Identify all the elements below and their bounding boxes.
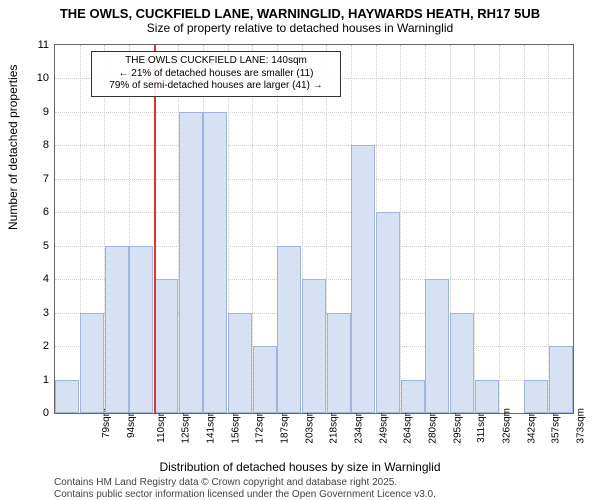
reference-line	[154, 45, 156, 413]
histogram-bar	[401, 380, 425, 413]
xtick-label: 234sqm	[354, 408, 365, 444]
histogram-bar	[549, 346, 573, 413]
xtick-label: 326sqm	[502, 408, 513, 444]
histogram-chart: 0123456789101179sqm94sqm110sqm125sqm141s…	[54, 44, 574, 414]
gridline-v	[499, 45, 500, 413]
attribution-1: Contains HM Land Registry data © Crown c…	[54, 477, 397, 488]
xtick-label: 187sqm	[280, 408, 291, 444]
histogram-bar	[327, 313, 351, 413]
annotation-line: 79% of semi-detached houses are larger (…	[97, 80, 335, 93]
histogram-bar	[105, 246, 129, 413]
histogram-bar	[228, 313, 252, 413]
ytick-label: 5	[31, 240, 49, 252]
annotation-line: ← 21% of detached houses are smaller (11…	[97, 68, 335, 81]
histogram-bar	[80, 313, 104, 413]
histogram-bar	[302, 279, 326, 413]
xtick-label: 203sqm	[304, 408, 315, 444]
ytick-label: 4	[31, 273, 49, 285]
histogram-bar	[203, 112, 227, 413]
xtick-label: 141sqm	[206, 408, 217, 444]
xtick-label: 156sqm	[230, 408, 241, 444]
ytick-label: 9	[31, 106, 49, 118]
page-title: THE OWLS, CUCKFIELD LANE, WARNINGLID, HA…	[0, 0, 600, 21]
histogram-bar	[179, 112, 203, 413]
x-axis-label: Distribution of detached houses by size …	[0, 460, 600, 474]
xtick-label: 280sqm	[428, 408, 439, 444]
ytick-label: 2	[31, 340, 49, 352]
gridline-v	[474, 45, 475, 413]
ytick-label: 1	[31, 374, 49, 386]
xtick-label: 249sqm	[378, 408, 389, 444]
histogram-bar	[425, 279, 449, 413]
ytick-label: 7	[31, 173, 49, 185]
xtick-label: 264sqm	[403, 408, 414, 444]
gridline-v	[400, 45, 401, 413]
annotation-line: THE OWLS CUCKFIELD LANE: 140sqm	[97, 55, 335, 68]
histogram-bar	[277, 246, 301, 413]
ytick-label: 10	[31, 72, 49, 84]
xtick-label: 373sqm	[576, 408, 587, 444]
histogram-bar	[450, 313, 474, 413]
histogram-bar	[351, 145, 375, 413]
histogram-bar	[524, 380, 548, 413]
annotation-box: THE OWLS CUCKFIELD LANE: 140sqm← 21% of …	[91, 51, 341, 97]
gridline-h	[55, 179, 573, 180]
xtick-label: 357sqm	[551, 408, 562, 444]
histogram-bar	[55, 380, 79, 413]
xtick-label: 295sqm	[452, 408, 463, 444]
xtick-label: 110sqm	[156, 408, 167, 443]
ytick-label: 0	[31, 407, 49, 419]
xtick-label: 125sqm	[181, 408, 192, 444]
xtick-label: 311sqm	[476, 408, 487, 443]
histogram-bar	[129, 246, 153, 413]
histogram-bar	[253, 346, 277, 413]
histogram-bar	[376, 212, 400, 413]
attribution-2: Contains public sector information licen…	[54, 489, 436, 500]
ytick-label: 3	[31, 307, 49, 319]
gridline-v	[524, 45, 525, 413]
ytick-label: 6	[31, 206, 49, 218]
gridline-h	[55, 112, 573, 113]
ytick-label: 8	[31, 139, 49, 151]
gridline-h	[55, 145, 573, 146]
histogram-bar	[154, 279, 178, 413]
y-axis-label: Number of detached properties	[6, 65, 20, 230]
xtick-label: 172sqm	[255, 408, 266, 444]
page-subtitle: Size of property relative to detached ho…	[0, 21, 600, 37]
xtick-label: 218sqm	[329, 408, 340, 444]
xtick-label: 342sqm	[526, 408, 537, 444]
histogram-bar	[475, 380, 499, 413]
ytick-label: 11	[31, 39, 49, 51]
gridline-h	[55, 212, 573, 213]
